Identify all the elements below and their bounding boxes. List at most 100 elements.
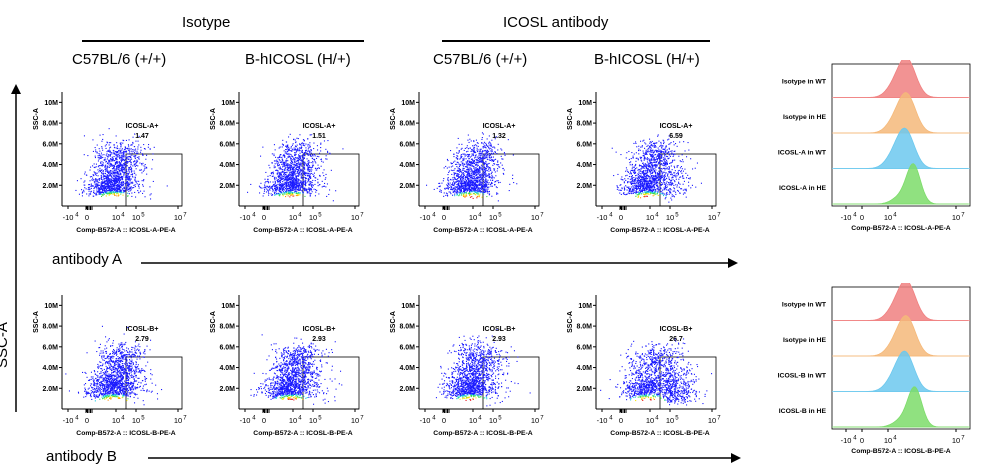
event-dot	[119, 187, 121, 189]
event-dot	[293, 147, 295, 149]
event-dot	[117, 151, 119, 153]
event-dot	[116, 167, 118, 169]
event-dot	[83, 189, 85, 191]
event-dot	[473, 184, 475, 186]
event-dot	[301, 142, 303, 144]
event-dot	[101, 173, 103, 175]
event-dot	[101, 175, 103, 177]
event-dot	[113, 183, 115, 185]
event-dot	[121, 167, 123, 169]
event-dot	[292, 183, 294, 185]
event-dot	[285, 159, 287, 161]
event-dot	[459, 165, 461, 167]
event-dot	[467, 175, 469, 177]
event-dot	[458, 151, 460, 153]
event-dot	[307, 160, 309, 162]
event-dot	[124, 146, 126, 148]
event-dot	[292, 168, 294, 170]
event-dot	[669, 170, 671, 172]
event-dot	[137, 190, 139, 192]
event-dot	[95, 194, 97, 196]
event-dot	[464, 177, 466, 179]
event-dot	[128, 169, 130, 171]
event-dot	[479, 150, 481, 152]
event-dot	[265, 191, 267, 193]
event-dot	[291, 144, 293, 146]
event-dot	[472, 165, 474, 167]
event-dot	[100, 186, 102, 188]
event-dot	[473, 189, 475, 191]
event-dot	[307, 172, 309, 174]
event-dot	[482, 133, 484, 135]
event-dot	[308, 180, 310, 182]
event-dot	[457, 152, 459, 154]
event-dot	[461, 180, 463, 182]
event-dot	[486, 190, 488, 192]
event-dot	[119, 191, 121, 193]
event-dot	[291, 174, 293, 176]
event-dot	[478, 151, 480, 153]
event-dot	[438, 186, 440, 188]
event-dot	[644, 166, 646, 168]
event-dot	[100, 177, 102, 179]
event-dot	[489, 154, 491, 156]
event-dot	[456, 175, 458, 177]
event-dot	[117, 179, 119, 181]
event-dot	[477, 151, 479, 153]
event-dot	[125, 175, 127, 177]
event-dot	[290, 157, 292, 159]
event-dot	[126, 177, 128, 179]
event-dot	[323, 169, 325, 171]
event-dot	[470, 163, 472, 165]
event-dot	[483, 191, 485, 193]
event-dot	[287, 191, 289, 193]
event-dot	[123, 140, 125, 142]
event-dot	[307, 173, 309, 175]
event-dot	[95, 163, 97, 165]
event-dot	[307, 181, 309, 183]
event-dot	[645, 178, 647, 180]
event-dot	[89, 169, 91, 171]
event-dot	[304, 189, 306, 191]
event-dot	[498, 182, 500, 184]
event-dot	[98, 191, 100, 193]
event-dot	[640, 173, 642, 175]
event-dot	[269, 175, 271, 177]
event-dot	[485, 151, 487, 153]
event-dot	[280, 185, 282, 187]
event-dot	[106, 158, 108, 160]
event-dot	[650, 145, 652, 147]
event-dot	[461, 177, 463, 179]
event-dot	[307, 168, 309, 170]
event-dot	[303, 164, 305, 166]
event-dot	[120, 168, 122, 170]
event-dot	[99, 150, 101, 152]
event-dot	[630, 183, 632, 185]
event-dot	[478, 191, 480, 193]
event-dot	[667, 156, 669, 158]
event-dot	[142, 154, 144, 156]
event-dot	[488, 162, 490, 164]
event-dot	[284, 179, 286, 181]
event-dot	[110, 160, 112, 162]
event-dot	[128, 139, 130, 141]
event-dot	[291, 182, 293, 184]
event-dot	[654, 154, 656, 156]
event-dot	[311, 186, 313, 188]
event-dot	[83, 135, 85, 137]
event-dot	[274, 189, 276, 191]
event-dot	[272, 181, 274, 183]
event-dot	[688, 149, 690, 151]
event-dot	[290, 172, 292, 174]
event-dot	[458, 191, 460, 193]
event-dot	[288, 173, 290, 175]
event-dot	[284, 168, 286, 170]
event-dot	[105, 186, 107, 188]
event-dot	[109, 154, 111, 156]
event-dot	[482, 184, 484, 186]
event-dot	[487, 166, 489, 168]
event-dot	[476, 163, 478, 165]
event-dot	[456, 174, 458, 176]
event-dot	[453, 188, 455, 190]
event-dot	[679, 183, 681, 185]
